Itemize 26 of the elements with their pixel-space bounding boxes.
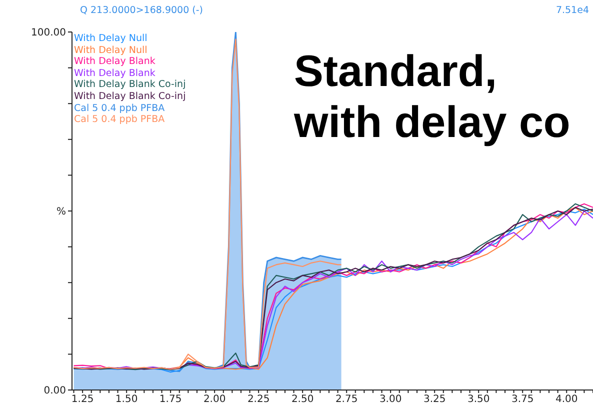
y-tick-label: 0.00	[44, 386, 66, 397]
x-tick-label: 1.75	[159, 394, 182, 406]
text: With Delay Blank	[74, 56, 156, 68]
x-tick-label: 1.25	[71, 394, 94, 406]
text: Cal 5 0.4 ppb PFBA	[74, 114, 166, 126]
y-tick-label: %	[56, 206, 66, 218]
x-tick-label: 2.00	[203, 394, 226, 406]
text: Standard, with delay co	[294, 46, 570, 148]
x-tick-label: 3.00	[379, 394, 402, 406]
x-tick-label: 3.25	[423, 394, 446, 406]
text: Cal 5 0.4 ppb PFBA	[74, 102, 166, 114]
text: With Delay Blank Co-inj	[74, 90, 186, 103]
x-tick-label: 2.75	[335, 394, 358, 406]
x-tick-label: 2.50	[291, 394, 314, 406]
text: With Delay Blank	[74, 68, 156, 80]
y-tick-label: 100.00	[31, 28, 66, 39]
x-tick-label: 3.50	[467, 394, 490, 406]
text: With Delay Null	[74, 44, 148, 56]
text: 7.51e4	[556, 5, 589, 16]
x-tick-label: 1.50	[115, 394, 138, 406]
text: With Delay Blank Co-inj	[74, 79, 186, 91]
x-tick-label: 3.75	[511, 394, 534, 406]
x-tick-label: 4.00	[555, 394, 578, 406]
x-tick-label: 2.25	[247, 394, 270, 406]
text: With Delay Null	[74, 33, 148, 45]
text: Q 213.0000>168.9000 (-)	[80, 5, 203, 16]
